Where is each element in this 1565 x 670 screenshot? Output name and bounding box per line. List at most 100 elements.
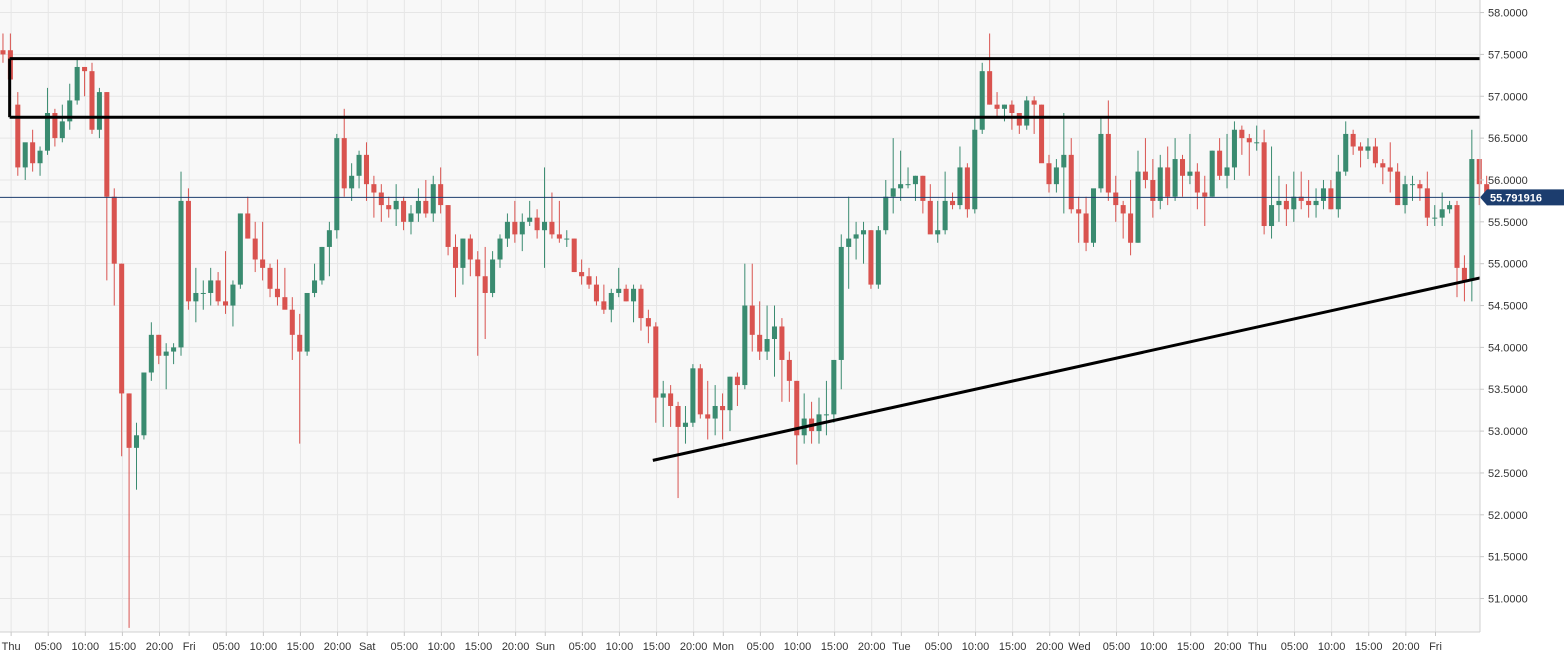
candle-body — [972, 129, 978, 210]
candle-body — [1179, 159, 1186, 176]
candle-body — [1209, 150, 1215, 197]
y-tick-label: 51.5000 — [1488, 552, 1528, 564]
candle-body — [111, 196, 117, 264]
candle-down — [104, 92, 110, 281]
candle-body — [1120, 205, 1126, 214]
candle-up — [527, 200, 533, 227]
candle-body — [1165, 167, 1171, 197]
candle-body — [319, 246, 325, 281]
candle-body — [430, 184, 436, 214]
candle-body — [475, 259, 481, 277]
candle-body — [905, 184, 911, 186]
y-tick-label: 55.5000 — [1488, 217, 1528, 229]
x-tick-label: 10:00 — [72, 641, 100, 653]
candle-down — [675, 401, 681, 499]
candle-down — [1387, 142, 1393, 193]
candle-body — [556, 234, 562, 239]
candle-up — [490, 251, 496, 298]
candle-down — [1165, 146, 1171, 206]
y-tick-label: 56.0000 — [1488, 175, 1528, 187]
candle-down — [282, 267, 288, 310]
y-tick-label: 57.0000 — [1488, 91, 1528, 103]
candle-up — [208, 267, 214, 306]
candle-up — [935, 200, 941, 243]
candle-up — [59, 104, 65, 143]
candle-body — [1157, 167, 1163, 201]
candle-body — [363, 154, 369, 185]
candle-body — [163, 351, 169, 356]
candle-body — [1231, 129, 1237, 168]
candle-up — [1187, 133, 1193, 185]
candle-down — [119, 263, 125, 457]
y-tick-label: 52.0000 — [1488, 510, 1528, 522]
candle-up — [163, 343, 169, 390]
candle-body — [549, 221, 555, 235]
candle-down — [786, 351, 792, 402]
candle-down — [1461, 255, 1467, 302]
candle-body — [601, 301, 607, 310]
current-price-badge — [1480, 189, 1564, 206]
grid-lines — [0, 0, 1480, 632]
candle-up — [67, 83, 73, 130]
candle-body — [823, 414, 829, 416]
candle-down — [1395, 163, 1401, 206]
candle-body — [423, 200, 429, 214]
candle-body — [1276, 200, 1282, 206]
candle-up — [1409, 175, 1416, 201]
candle-down — [378, 184, 384, 222]
candle-up — [1254, 125, 1260, 151]
candle-up — [393, 184, 399, 227]
candle-body — [215, 280, 221, 302]
candle-down — [341, 108, 347, 197]
candle-body — [119, 263, 125, 394]
candle-body — [860, 230, 867, 235]
candle-down — [593, 276, 599, 306]
candle-down — [1009, 100, 1015, 130]
x-tick-label: 15:00 — [465, 641, 493, 653]
candle-up — [193, 267, 199, 323]
candle-down — [697, 364, 703, 419]
candle-up — [742, 263, 748, 390]
candle-up — [838, 234, 844, 390]
candle-body — [1024, 100, 1030, 126]
candle-up — [942, 171, 948, 235]
candle-down — [868, 230, 874, 289]
candle-down — [1328, 179, 1334, 210]
candle-body — [1224, 167, 1230, 176]
candlestick-series — [0, 33, 1490, 628]
candle-down — [274, 259, 280, 306]
candle-down — [363, 142, 369, 201]
candle-body — [1090, 188, 1097, 243]
candle-down — [371, 175, 377, 218]
candle-down — [512, 200, 518, 243]
candle-body — [208, 280, 214, 293]
candle-body — [645, 318, 651, 327]
candle-body — [0, 50, 6, 55]
candle-down — [601, 284, 607, 314]
candle-down — [1217, 138, 1223, 180]
x-tick-label: Thu — [2, 641, 21, 653]
candle-body — [104, 92, 110, 197]
candle-up — [1269, 146, 1275, 239]
candle-up — [972, 117, 978, 214]
candle-body — [185, 200, 191, 302]
candle-up — [408, 205, 414, 235]
candle-body — [371, 184, 377, 193]
candle-down — [386, 196, 392, 218]
candle-body — [608, 292, 614, 310]
candle-body — [690, 368, 696, 423]
x-tick-label: 15:00 — [1355, 641, 1383, 653]
candle-body — [1113, 192, 1119, 206]
candle-up — [1320, 179, 1326, 210]
candle-down — [482, 246, 488, 340]
candle-down — [779, 318, 785, 402]
candle-body — [497, 238, 503, 260]
candle-body — [1395, 171, 1401, 206]
candle-down — [223, 251, 229, 314]
candle-body — [779, 326, 785, 360]
x-tick-label: 10:00 — [428, 641, 456, 653]
candle-up — [1313, 188, 1319, 218]
candle-body — [133, 435, 140, 448]
candle-body — [1432, 217, 1438, 219]
candle-up — [1231, 121, 1237, 180]
